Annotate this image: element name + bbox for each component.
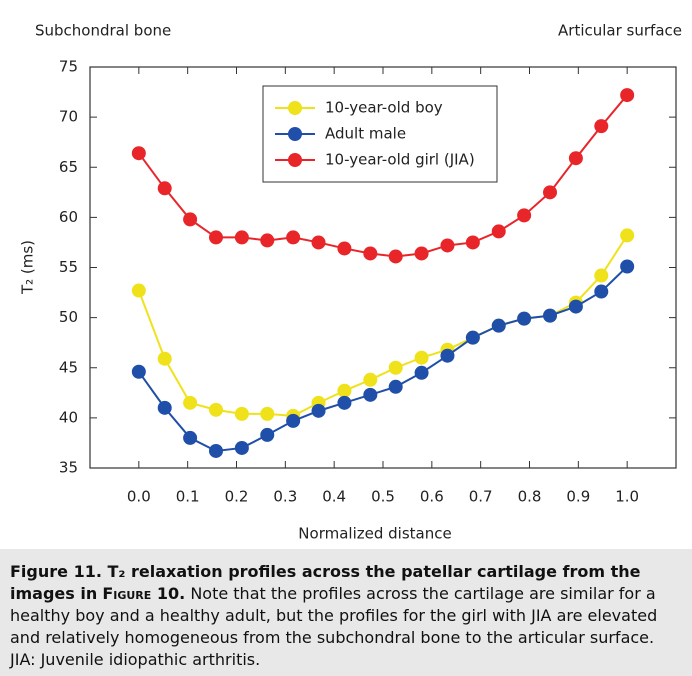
data-point <box>157 351 172 366</box>
y-axis-title: T₂ (ms) <box>19 240 37 295</box>
legend-label: 10-year-old girl (JIA) <box>325 151 475 169</box>
caption-bold: Figure 11. T₂ relaxation profiles across… <box>10 562 641 603</box>
x-tick-label: 0.0 <box>127 488 151 506</box>
data-point <box>208 402 223 417</box>
data-point <box>337 395 352 410</box>
data-point <box>157 181 172 196</box>
series-line <box>137 234 629 417</box>
data-point <box>337 383 352 398</box>
data-point <box>234 440 249 455</box>
data-point <box>363 372 378 387</box>
right-label: Articular surface <box>558 22 682 40</box>
data-point <box>208 230 223 245</box>
data-point <box>260 233 275 248</box>
y-tick-label: 75 <box>59 58 78 76</box>
chart: Subchondral bone Articular surface Norma… <box>19 22 683 543</box>
data-point <box>440 238 455 253</box>
data-point <box>183 395 198 410</box>
y-tick-label: 55 <box>59 258 78 276</box>
data-point <box>131 283 146 298</box>
data-point <box>131 364 146 379</box>
x-tick-label: 0.3 <box>273 488 297 506</box>
data-point <box>414 246 429 261</box>
x-tick-label: 0.4 <box>322 488 346 506</box>
legend-marker <box>288 127 302 141</box>
x-tick-label: 0.8 <box>518 488 542 506</box>
data-point <box>620 228 635 243</box>
y-tick-label: 45 <box>59 358 78 376</box>
data-point <box>260 406 275 421</box>
data-point <box>131 146 146 161</box>
data-point <box>311 403 326 418</box>
caption-figure-ref: Figure 10. <box>102 584 186 603</box>
data-point <box>388 379 403 394</box>
data-point <box>620 259 635 274</box>
data-point <box>363 387 378 402</box>
y-tick-label: 40 <box>59 408 78 426</box>
data-point <box>286 413 301 428</box>
x-tick-label: 0.7 <box>469 488 493 506</box>
data-point <box>311 235 326 250</box>
data-point <box>414 365 429 380</box>
data-point <box>568 151 583 166</box>
data-point <box>388 360 403 375</box>
data-point <box>543 185 558 200</box>
data-point <box>234 230 249 245</box>
data-point <box>491 224 506 239</box>
x-tick-label: 0.2 <box>225 488 249 506</box>
legend-label: 10-year-old boy <box>325 99 443 117</box>
legend-label: Adult male <box>325 125 406 143</box>
data-point <box>363 246 378 261</box>
x-tick-label: 0.5 <box>371 488 395 506</box>
x-tick-label: 0.1 <box>176 488 200 506</box>
data-point <box>543 308 558 323</box>
data-point <box>157 400 172 415</box>
data-point <box>183 212 198 227</box>
data-point <box>183 430 198 445</box>
data-point <box>208 443 223 458</box>
y-tick-label: 60 <box>59 208 78 226</box>
y-tick-label: 50 <box>59 308 78 326</box>
legend-marker <box>288 101 302 115</box>
x-axis-title: Normalized distance <box>298 525 451 543</box>
x-tick-label: 0.6 <box>420 488 444 506</box>
y-tick-label: 65 <box>59 158 78 176</box>
y-tick-label: 70 <box>59 108 78 126</box>
data-point <box>594 119 609 134</box>
data-point <box>414 350 429 365</box>
data-point <box>260 427 275 442</box>
data-point <box>594 284 609 299</box>
x-tick-label: 1.0 <box>615 488 639 506</box>
data-point <box>465 235 480 250</box>
data-point <box>491 318 506 333</box>
caption-text: Note that the profiles across the cartil… <box>10 584 658 669</box>
data-point <box>234 406 249 421</box>
data-point <box>620 88 635 103</box>
data-point <box>517 208 532 223</box>
y-tick-label: 35 <box>59 459 78 477</box>
data-point <box>286 230 301 245</box>
data-point <box>440 348 455 363</box>
legend-marker <box>288 153 302 167</box>
data-point <box>517 311 532 326</box>
series-line <box>138 265 628 452</box>
data-point <box>568 299 583 314</box>
data-point <box>337 241 352 256</box>
x-tick-label: 0.9 <box>566 488 590 506</box>
left-label: Subchondral bone <box>35 22 171 40</box>
data-point <box>594 268 609 283</box>
data-point <box>465 330 480 345</box>
data-point <box>388 249 403 264</box>
caption: Figure 11. T₂ relaxation profiles across… <box>0 549 692 676</box>
